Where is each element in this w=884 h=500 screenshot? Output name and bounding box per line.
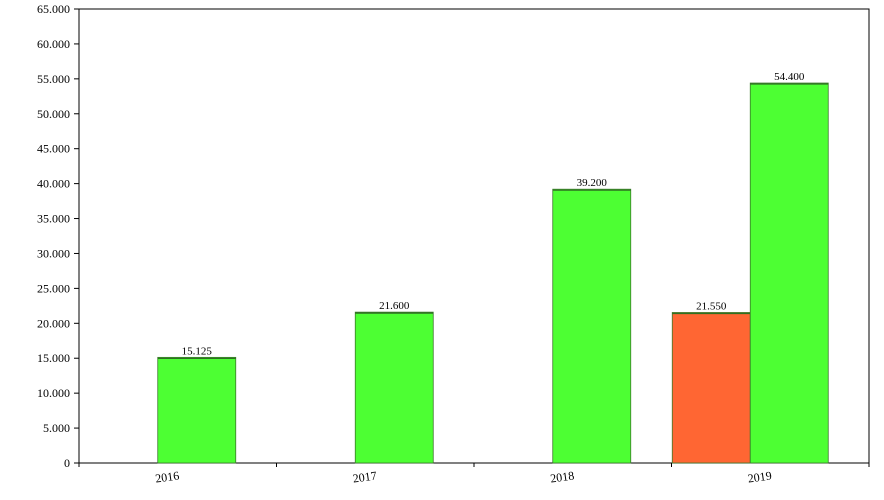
data-label: 15.125: [182, 345, 213, 357]
y-tick-label: 65.000: [37, 2, 70, 16]
y-tick-label: 5.000: [43, 421, 70, 435]
x-tick-label: 2018: [549, 468, 575, 485]
bar: [671, 312, 751, 464]
y-tick-label: 55.000: [37, 72, 70, 86]
y-tick-label: 50.000: [37, 107, 70, 121]
bar: [354, 311, 434, 464]
bars: [157, 82, 829, 464]
y-tick-label: 15.000: [37, 351, 70, 365]
data-labels: 21.550 15.125 21.600 39.200 54.400: [182, 71, 805, 357]
bar: [552, 188, 632, 464]
y-tick-label: 25.000: [37, 281, 70, 295]
x-tick-label: 2016: [154, 468, 180, 485]
y-tick-label: 30.000: [37, 246, 70, 260]
data-label: 39.200: [577, 177, 608, 189]
data-label: 21.600: [379, 300, 410, 312]
data-label: 54.400: [774, 71, 805, 83]
bar: [157, 356, 237, 464]
y-tick-label: 35.000: [37, 212, 70, 226]
y-tick-label: 0: [64, 456, 70, 470]
y-tick-label: 10.000: [37, 386, 70, 400]
x-tick-label: 2019: [747, 468, 773, 485]
y-tick-label: 60.000: [37, 37, 70, 51]
data-label: 21.550: [696, 300, 727, 312]
x-tick-label: 2017: [352, 468, 378, 485]
bar: [749, 82, 829, 464]
y-tick-label: 20.000: [37, 316, 70, 330]
y-tick-label: 45.000: [37, 142, 70, 156]
y-tick-label: 40.000: [37, 177, 70, 191]
axes: 0 5.000 10.000 15.000 20.000 25.000 30.000 35.0…: [37, 2, 870, 486]
